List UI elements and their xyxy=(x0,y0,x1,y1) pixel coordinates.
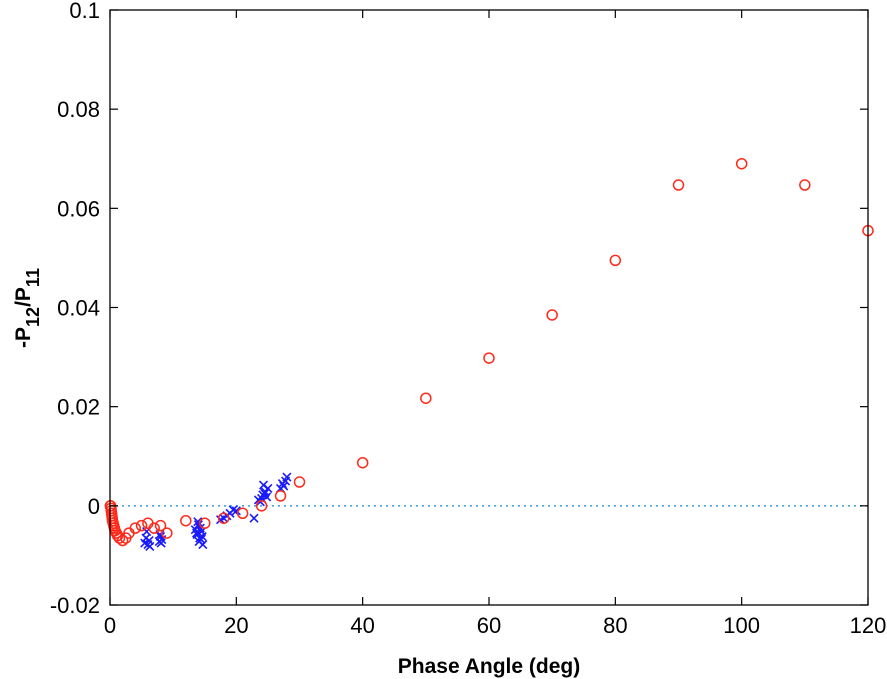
circle-data-point xyxy=(217,512,230,524)
y-axis: -0.02 0 0.02 0.04 0.06 0.08 0.1 xyxy=(50,0,868,618)
x-tick-label: 120 xyxy=(850,613,887,638)
circle-data-point xyxy=(113,532,126,544)
y-tick-label: 0.1 xyxy=(69,0,100,23)
y-axis-title-sub1: 12 xyxy=(23,307,43,327)
circle-data-point xyxy=(609,254,622,267)
cross-data-point xyxy=(279,481,289,491)
cross-data-point xyxy=(231,506,241,516)
x-tick-label: 40 xyxy=(350,613,374,638)
cross-data-point xyxy=(195,523,205,533)
y-tick-label: 0.08 xyxy=(57,97,100,122)
y-tick-label: 0.02 xyxy=(57,395,100,420)
circle-data-point xyxy=(274,490,287,502)
cross-data-point xyxy=(282,472,292,482)
cross-data-point xyxy=(260,487,270,497)
x-tick-label: 80 xyxy=(603,613,627,638)
circle-data-point xyxy=(161,527,173,539)
cross-data-point xyxy=(258,480,269,490)
y-axis-title: -P12/P11 xyxy=(12,268,43,348)
y-axis-title-prefix: -P xyxy=(12,327,35,348)
circle-data-point xyxy=(236,507,249,520)
x-axis-title: Phase Angle (deg) xyxy=(398,655,580,678)
circle-data-point xyxy=(180,514,192,527)
circle-data-point xyxy=(420,392,432,404)
cross-data-point xyxy=(145,541,155,552)
x-tick-label: 20 xyxy=(224,613,248,638)
circle-data-point xyxy=(799,179,811,191)
data-points-layer xyxy=(104,157,874,552)
x-tick-label: 60 xyxy=(477,613,501,638)
circle-data-point xyxy=(356,456,369,469)
circle-data-point xyxy=(483,352,495,364)
cross-data-point xyxy=(249,513,259,523)
y-axis-title-mid: /P xyxy=(12,287,35,307)
circle-data-point xyxy=(735,157,748,170)
circle-data-point xyxy=(546,309,558,321)
circle-data-point xyxy=(135,519,148,532)
x-tick-label: 100 xyxy=(723,613,760,638)
cross-data-point xyxy=(196,534,206,545)
circle-data-point xyxy=(672,179,685,191)
y-tick-label: 0.04 xyxy=(57,296,100,321)
cross-data-point xyxy=(191,528,202,538)
x-tick-label: 0 xyxy=(104,613,116,638)
y-tick-label: 0.06 xyxy=(57,196,100,221)
circle-data-point xyxy=(116,534,129,547)
cross-data-point xyxy=(228,505,238,515)
circle-data-point xyxy=(129,522,142,534)
y-tick-label: -0.02 xyxy=(50,593,100,618)
circle-data-point xyxy=(255,500,268,512)
cross-data-point xyxy=(156,538,166,548)
x-axis: 0 20 40 60 80 100 120 xyxy=(104,10,886,638)
circle-data-point xyxy=(199,517,211,529)
circle-data-point xyxy=(293,476,306,488)
circle-data-point xyxy=(154,519,167,532)
y-axis-title-sub2: 11 xyxy=(23,268,43,287)
circle-data-point xyxy=(148,522,160,534)
y-tick-label: 0 xyxy=(88,494,100,519)
